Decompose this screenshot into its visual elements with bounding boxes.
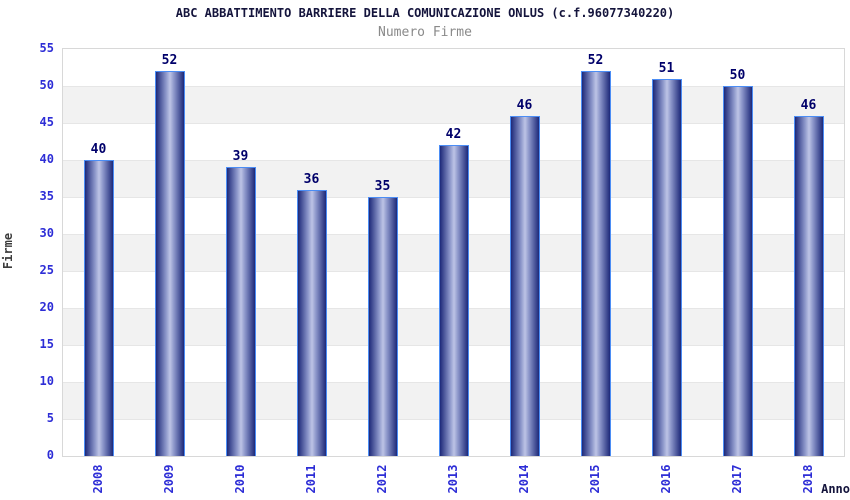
bar-2016 bbox=[651, 78, 682, 456]
y-tick-label: 35 bbox=[39, 189, 54, 203]
y-tick-label: 30 bbox=[39, 226, 54, 240]
y-tick-label: 20 bbox=[39, 300, 54, 314]
y-tick-label: 5 bbox=[46, 411, 54, 425]
bar-2013 bbox=[438, 145, 469, 456]
bar-value-label: 46 bbox=[800, 97, 817, 113]
bar-value-label: 39 bbox=[232, 149, 249, 165]
bar-2010 bbox=[225, 167, 256, 456]
y-tick-label: 15 bbox=[39, 337, 54, 351]
bar-2015 bbox=[580, 71, 611, 456]
x-tick-label: 2014 bbox=[516, 464, 531, 494]
bar-2008 bbox=[83, 160, 114, 456]
y-tick-label: 50 bbox=[39, 78, 54, 92]
y-tick-label: 0 bbox=[46, 448, 54, 462]
y-tick-label: 25 bbox=[39, 263, 54, 277]
y-tick-label: 40 bbox=[39, 152, 54, 166]
bar-2012 bbox=[367, 197, 398, 456]
x-tick-label: 2009 bbox=[161, 464, 176, 494]
bar-value-label: 40 bbox=[90, 142, 107, 157]
x-tick-label: 2012 bbox=[374, 464, 389, 494]
bar-value-label: 52 bbox=[161, 53, 178, 69]
y-tick-label: 10 bbox=[39, 374, 54, 388]
x-axis-title: Anno bbox=[821, 482, 850, 496]
x-tick-label: 2010 bbox=[232, 464, 247, 494]
chart-subtitle: Numero Firme bbox=[378, 25, 472, 40]
grid-band bbox=[63, 86, 844, 123]
bar-2017 bbox=[722, 86, 753, 456]
bar-value-label: 51 bbox=[658, 60, 675, 76]
y-axis-title: Firme bbox=[1, 232, 15, 270]
bar-2018 bbox=[793, 115, 824, 456]
bar-value-label: 35 bbox=[374, 179, 391, 194]
x-tick-label: 2015 bbox=[587, 464, 602, 494]
y-tick-label: 45 bbox=[39, 115, 54, 129]
x-tick-label: 2016 bbox=[658, 464, 673, 494]
x-tick-label: 2018 bbox=[800, 464, 815, 494]
grid-band bbox=[63, 123, 844, 160]
x-tick-label: 2013 bbox=[445, 464, 460, 494]
chart-title: ABC ABBATTIMENTO BARRIERE DELLA COMUNICA… bbox=[175, 6, 675, 20]
bar-2009 bbox=[154, 71, 185, 456]
y-tick-label: 55 bbox=[39, 41, 54, 55]
bar-2014 bbox=[509, 115, 540, 456]
plot-area: 40 52 39 36 35 42 46 52 51 50 46 bbox=[62, 48, 845, 457]
bar-value-label: 42 bbox=[445, 127, 462, 143]
bar-value-label: 36 bbox=[303, 171, 320, 187]
bar-value-label: 50 bbox=[729, 68, 746, 83]
bar-value-label: 46 bbox=[516, 97, 533, 113]
x-tick-label: 2017 bbox=[729, 464, 744, 494]
bar-2011 bbox=[296, 189, 327, 456]
x-tick-label: 2008 bbox=[90, 464, 105, 494]
x-tick-label: 2011 bbox=[303, 464, 318, 494]
bar-value-label: 52 bbox=[587, 53, 604, 69]
